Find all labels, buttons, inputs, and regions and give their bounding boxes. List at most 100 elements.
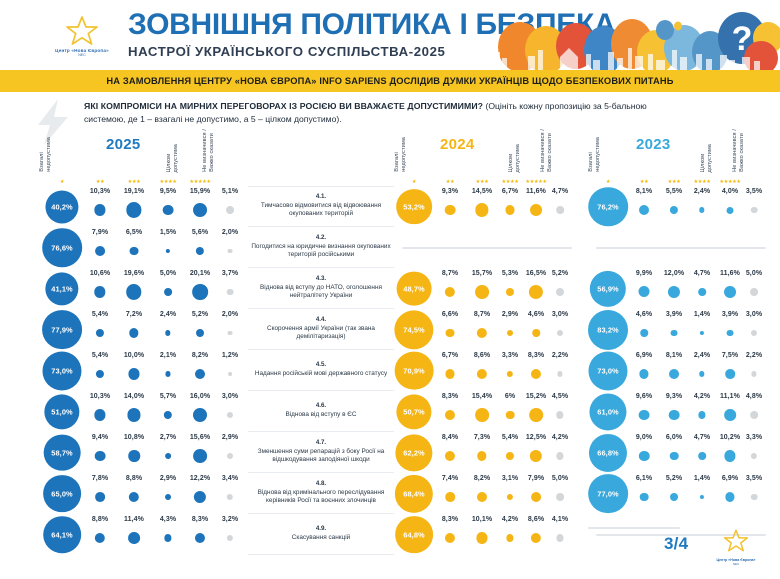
data-row: [588, 227, 768, 268]
data-cell: 3,3%: [731, 432, 777, 473]
scale-label-na-2023: Не визначився / Важко сказати: [732, 129, 745, 172]
value-label: 62,2%: [403, 448, 425, 457]
bubble: [532, 329, 540, 337]
value-label: 5,1%: [221, 188, 239, 195]
value-label: 2,4%: [693, 352, 711, 359]
data-cell: 77,0%: [581, 473, 635, 514]
bubble: [94, 450, 106, 462]
page-subtitle: НАСТРОЇ УКРАЇНСЬКОГО СУСПІЛЬСТВА-2025: [128, 43, 446, 59]
bubble: [667, 285, 681, 299]
data-cell: 15,2%: [513, 391, 559, 432]
data-row: [398, 227, 573, 268]
value-label: 4,0%: [721, 188, 739, 195]
value-label: 4,5%: [551, 393, 569, 400]
bubble: [588, 473, 628, 514]
data-cell: 4,7%: [679, 268, 725, 309]
bubble: [588, 186, 628, 227]
data-cell: 9,4%: [77, 432, 123, 473]
data-cell: 4,8%: [731, 391, 777, 432]
bubble: [588, 309, 628, 350]
data-cell: 14,0%: [111, 391, 157, 432]
value-label: 6,0%: [665, 434, 683, 441]
value-label: 4,7%: [693, 434, 711, 441]
scale-label-low-2023: Взагалі недопустима: [588, 137, 601, 172]
bubble: [475, 203, 489, 217]
star-rating-2-2023: ★★: [639, 179, 649, 185]
value-label: 76,6%: [51, 243, 73, 252]
value-label: 5,2%: [665, 475, 683, 482]
bubble: [750, 206, 758, 214]
value-label: 66,8%: [597, 448, 619, 457]
data-cell: 53,2%: [387, 186, 441, 227]
question-normal: (Оцініть кожну пропозицію за 5-бальною с…: [84, 101, 647, 125]
data-cell: 12,5%: [513, 432, 559, 473]
value-label: 5,6%: [191, 229, 209, 236]
value-label: 2,2%: [551, 352, 569, 359]
value-label: 73,0%: [597, 366, 619, 375]
bubble: [165, 494, 171, 500]
data-row: 50,7% 8,3% 15,4% 6% 15,2% 4,5%: [396, 391, 573, 432]
bubble: [193, 449, 207, 463]
question-bold: ЯКІ КОМПРОМІСИ НА МИРНИХ ПЕРЕГОВОРАХ ІЗ …: [84, 101, 484, 111]
value-label: 40,2%: [51, 202, 73, 211]
bubble: [698, 411, 706, 419]
bubble: [556, 452, 564, 460]
bubble: [42, 309, 82, 350]
data-cell: 8,6%: [513, 514, 559, 555]
statement-text: Віднова від кримінального переслідування…: [257, 488, 385, 504]
value-label: 64,8%: [403, 530, 425, 539]
data-cell: 8,2%: [459, 473, 505, 514]
statement-text: Погодитися на юридичне визнання окупован…: [251, 242, 391, 258]
value-label: 7,5%: [721, 352, 739, 359]
value-label: 2,0%: [221, 311, 239, 318]
bubble: [196, 329, 204, 337]
bubble: [395, 515, 433, 554]
data-cell: 5,2%: [177, 309, 223, 350]
bubble: [227, 453, 233, 459]
bubble: [394, 351, 434, 390]
value-label: 3,7%: [221, 270, 239, 277]
star-rating-3-2025: ★★★: [127, 179, 141, 185]
data-cell: 6,9%: [621, 350, 667, 391]
bubble: [669, 451, 679, 461]
value-label: 6,9%: [721, 475, 739, 482]
bubble: [445, 369, 455, 379]
data-cell: 4,5%: [537, 391, 583, 432]
data-cell: 8,1%: [651, 350, 697, 391]
value-label: 3,9%: [721, 311, 739, 318]
data-row: 76,6% 7,9% 6,5% 1,5% 5,6% 2,0%: [34, 227, 246, 268]
value-label: 4,7%: [551, 188, 569, 195]
data-cell: 2,9%: [145, 473, 191, 514]
data-row: 73,0% 6,9% 8,1% 2,4% 7,5% 2,2%: [588, 350, 768, 391]
value-label: 8,6%: [473, 352, 491, 359]
bubble: [164, 534, 172, 542]
data-cell: 2,4%: [145, 309, 191, 350]
data-cell: 5,2%: [651, 473, 697, 514]
value-label: 7,9%: [91, 229, 109, 236]
data-cell: 8,3%: [513, 350, 559, 391]
value-label: 8,1%: [635, 188, 653, 195]
data-cell: 5,0%: [145, 268, 191, 309]
bubble: [639, 492, 649, 502]
data-row: 56,9% 9,9% 12,0% 4,7% 11,6% 5,0%: [588, 268, 768, 309]
value-label: 10,0%: [123, 352, 145, 359]
data-cell: 8,7%: [459, 309, 505, 350]
data-cell: 83,2%: [581, 309, 635, 350]
data-cell: 70,9%: [387, 350, 441, 391]
statement-row-46: 4.6. Віднова від вступу в ЄС: [248, 391, 394, 432]
data-cell: 8,8%: [77, 514, 123, 555]
bubble: [505, 205, 515, 215]
data-cell: 8,4%: [427, 432, 473, 473]
data-row: 64,1% 8,8% 11,4% 4,3% 8,3% 3,2%: [34, 514, 246, 555]
data-cell: 61,0%: [581, 391, 635, 432]
star-rating-4-2023: ★★★★: [693, 179, 711, 185]
panel-2024-header: 2024 Взагалі недопустима Цілком допустим…: [394, 128, 573, 186]
bubble: [476, 532, 488, 544]
value-label: 3,4%: [221, 475, 239, 482]
value-label: 77,9%: [51, 325, 73, 334]
value-label: 73,0%: [51, 366, 73, 375]
value-label: 68,4%: [403, 489, 425, 498]
value-label: 6,6%: [441, 311, 459, 318]
bubble: [127, 408, 141, 422]
